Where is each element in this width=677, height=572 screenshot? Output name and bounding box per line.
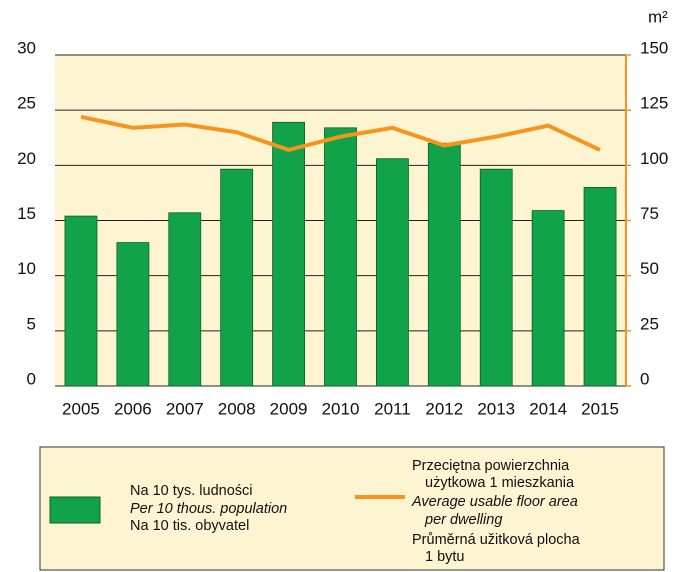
x-tick-label: 2015: [581, 399, 619, 418]
bar: [168, 212, 202, 387]
bar: [116, 242, 150, 387]
y-tick-label: 15: [17, 204, 36, 223]
y2-tick-label: 150: [640, 38, 668, 57]
y2-tick-label: 100: [640, 149, 668, 168]
y2-tick-label: 50: [640, 259, 659, 278]
x-tick-label: 2013: [477, 399, 515, 418]
legend-swatch: [49, 496, 101, 524]
legend-label: Průměrná užitková plocha: [412, 532, 581, 548]
legend-box: [39, 446, 665, 571]
line-series: [80, 114, 601, 152]
bar: [324, 127, 357, 387]
legend-label: Na 10 tys. ludności: [130, 483, 253, 499]
bar: [272, 121, 305, 387]
bar: [479, 168, 513, 387]
x-tick-label: 2012: [425, 399, 463, 418]
x-tick-label: 2011: [374, 399, 411, 418]
bar: [376, 158, 409, 387]
y-tick-label: 0: [27, 369, 36, 388]
legend-label: Przeciętna powierzchnia: [412, 458, 570, 474]
x-tick-label: 2005: [62, 399, 100, 418]
y-tick-label: 20: [17, 149, 36, 168]
bar: [583, 186, 617, 387]
x-tick-label: 2010: [322, 399, 360, 418]
y-tick-label: 5: [27, 314, 36, 333]
legend-label: Average usable floor area: [411, 494, 578, 510]
y2-tick-label: 125: [640, 94, 668, 113]
legend-label: Na 10 tis. obyvatel: [130, 518, 249, 534]
legend-label: Per 10 thous. population: [130, 501, 287, 517]
x-tick-label: 2007: [166, 399, 204, 418]
legend-label: per dwelling: [424, 512, 502, 528]
bar: [427, 142, 461, 387]
legend-label: użytkowa 1 mieszkania: [425, 475, 575, 491]
y2-tick-label: 25: [640, 314, 659, 333]
x-tick-label: 2008: [218, 399, 256, 418]
x-tick-label: 2014: [529, 399, 567, 418]
legend-label: 1 bytu: [425, 549, 465, 565]
bar: [531, 210, 565, 387]
y2-tick-label: 75: [640, 204, 659, 223]
y2-axis-label: m²: [648, 7, 668, 26]
y-tick-label: 25: [17, 94, 36, 113]
x-tick-label: 2009: [270, 399, 308, 418]
y2-tick-label: 0: [640, 369, 649, 388]
bar: [220, 168, 254, 387]
y-tick-label: 30: [17, 38, 36, 57]
x-tick-label: 2006: [114, 399, 152, 418]
y-tick-label: 10: [17, 259, 36, 278]
bar: [64, 215, 98, 387]
